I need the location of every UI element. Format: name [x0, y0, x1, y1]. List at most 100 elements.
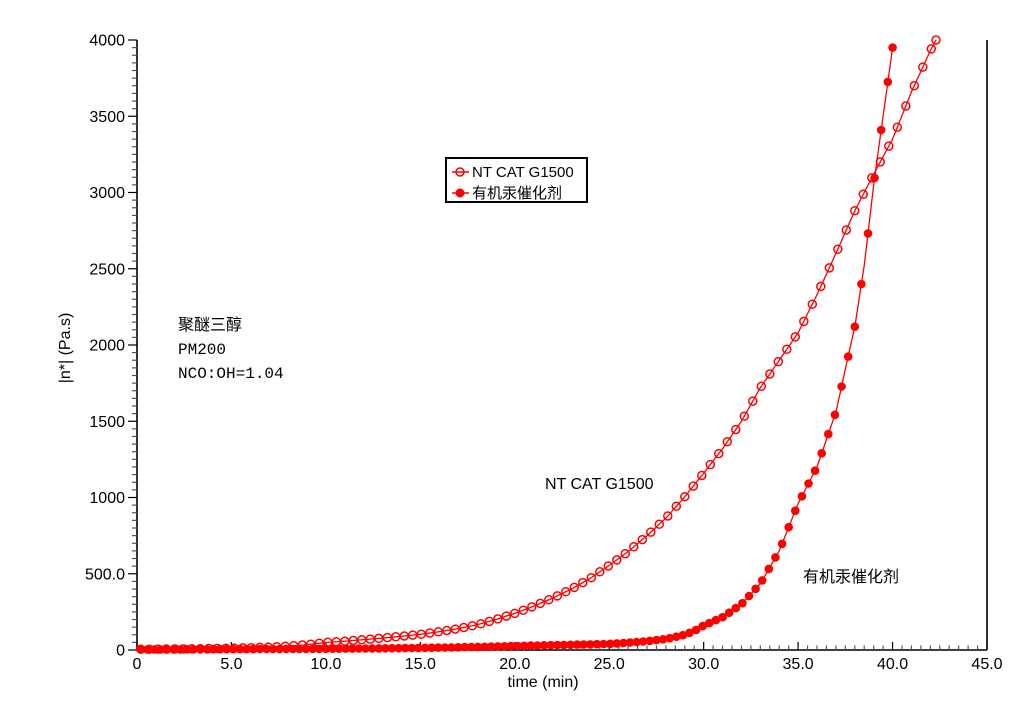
y-tick-label: 3000 [89, 185, 125, 202]
open-circle-marker [586, 572, 597, 583]
filled-circle-marker [757, 576, 767, 585]
open-circle-marker [901, 101, 911, 111]
open-circle-marker [459, 622, 469, 633]
filled-circle-marker [777, 539, 787, 549]
legend-entry-open-circle: NT CAT G1500 [452, 164, 574, 181]
curve-label-nt-cat-g1500: NT CAT G1500 [545, 476, 654, 493]
y-tick-label: 3500 [89, 109, 125, 126]
open-circle-marker [773, 356, 784, 367]
open-circle-marker [765, 369, 775, 379]
y-tick-label: 4000 [89, 33, 125, 50]
filled-circle-marker [268, 644, 278, 654]
filled-circle-marker [176, 645, 185, 654]
filled-circle-marker [724, 608, 734, 617]
filled-circle-marker [149, 645, 159, 654]
filled-circle-marker [592, 639, 602, 649]
y-tick-label: 500.0 [85, 566, 125, 583]
y-tick-label: 1000 [89, 490, 125, 507]
open-circle-marker [450, 624, 461, 634]
open-circle-marker [535, 598, 546, 609]
filled-circle-marker [348, 644, 357, 653]
filled-circle-marker [612, 639, 622, 648]
filled-circle-marker [691, 625, 701, 635]
series-layer [136, 35, 941, 654]
filled-circle-marker [526, 641, 536, 650]
curve-label-organic-mercury: 有机汞催化剂 [803, 568, 899, 586]
open-circle-marker [756, 381, 767, 392]
filled-circle-marker [400, 643, 410, 653]
open-circle-marker [705, 459, 716, 470]
filled-circle-marker [771, 553, 780, 562]
filled-circle-marker [791, 506, 800, 515]
filled-circle-marker [156, 645, 165, 654]
filled-circle-marker [387, 643, 397, 653]
note-line-2: PM200 [178, 341, 226, 359]
legend-open-circle-icon [455, 167, 465, 177]
filled-circle-marker [652, 635, 661, 645]
filled-circle-marker [407, 643, 417, 653]
note-line-1: 聚醚三醇 [178, 316, 242, 335]
filled-circle-marker [447, 643, 456, 652]
filled-circle-marker [321, 644, 331, 654]
filled-circle-marker [533, 641, 542, 650]
open-circle-marker [688, 481, 699, 491]
x-tick-label: 5.0 [220, 656, 242, 673]
open-circle-marker [697, 470, 707, 481]
filled-circle-marker [817, 449, 826, 458]
filled-circle-marker [255, 644, 265, 654]
open-circle-marker [748, 396, 758, 406]
x-tick-label: 15.0 [405, 656, 436, 673]
y-tick-label: 0 [116, 643, 125, 660]
filled-circle-marker [328, 644, 337, 653]
filled-circle-marker [354, 644, 364, 653]
filled-circle-marker [599, 639, 608, 649]
filled-circle-marker [295, 644, 304, 654]
open-circle-marker [493, 614, 503, 624]
open-circle-marker [620, 548, 631, 559]
filled-circle-marker [209, 644, 218, 654]
filled-circle-marker [500, 642, 509, 651]
open-circle-marker [527, 602, 537, 612]
open-circle-marker [850, 206, 860, 216]
open-circle-marker [603, 561, 614, 571]
filled-circle-marker [440, 643, 450, 652]
filled-circle-marker [308, 644, 318, 654]
filled-circle-marker [374, 644, 384, 653]
filled-circle-marker [394, 643, 403, 653]
y-axis-title: |n*| (Pa.s) [57, 313, 74, 384]
filled-circle-marker [229, 644, 238, 654]
series-line [140, 39, 937, 650]
filled-circle-marker [215, 644, 225, 654]
filled-circle-marker [685, 628, 694, 638]
filled-circle-marker [738, 598, 747, 608]
open-circle-marker [782, 344, 792, 355]
filled-circle-marker [764, 564, 774, 574]
open-circle-marker [646, 527, 656, 537]
filled-circle-marker [162, 645, 172, 654]
filled-circle-marker [473, 642, 483, 652]
filled-circle-marker [301, 644, 311, 654]
open-circle-marker [561, 586, 571, 597]
open-circle-marker [510, 608, 520, 619]
open-circle-marker [544, 595, 554, 605]
filled-circle-marker [672, 632, 681, 641]
open-circle-marker [518, 605, 529, 615]
filled-circle-marker [698, 621, 707, 631]
open-circle-marker [595, 567, 605, 577]
filled-circle-marker [605, 639, 615, 649]
open-circle-marker [578, 577, 588, 588]
filled-circle-marker [705, 618, 714, 628]
filled-circle-marker [658, 635, 668, 644]
legend: NT CAT G1500 有机汞催化剂 [445, 157, 588, 203]
filled-circle-marker [506, 641, 516, 651]
filled-circle-marker [876, 125, 886, 135]
x-tick-label: 25.0 [594, 656, 625, 673]
filled-circle-marker [467, 642, 476, 652]
legend-entry-filled-circle: 有机汞催化剂 [452, 185, 562, 202]
open-circle-marker [892, 122, 903, 133]
filled-circle-marker [136, 645, 146, 654]
filled-circle-marker [189, 645, 198, 654]
filled-circle-marker [810, 466, 820, 476]
